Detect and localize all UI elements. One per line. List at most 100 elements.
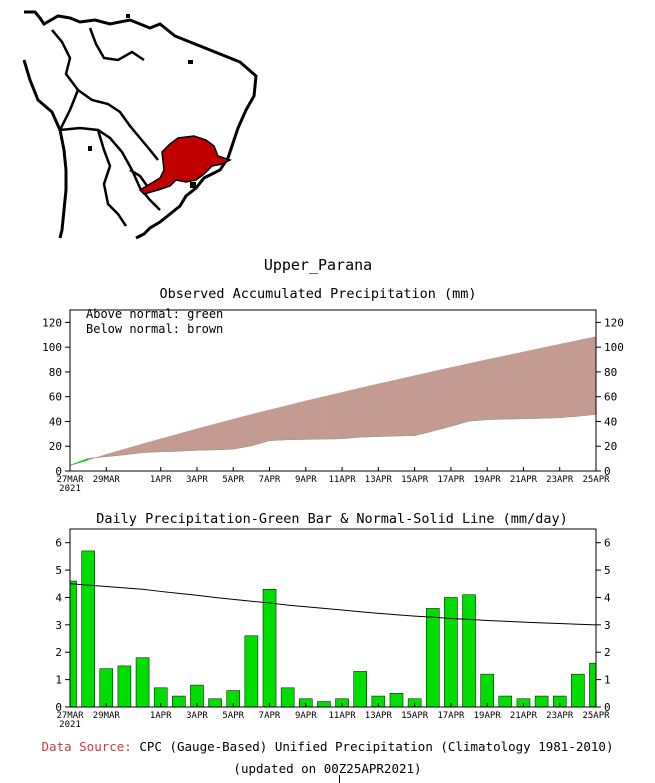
x-tick-label: 29MAR	[93, 475, 121, 485]
y-tick-label-left: 120	[42, 316, 62, 329]
daily-precip-bar	[117, 665, 132, 708]
x-tick-label: 9APR	[295, 711, 317, 721]
daily-precip-bar	[81, 550, 95, 708]
x-tick-label: 7APR	[259, 711, 281, 721]
y-tick-label-right: 3	[604, 619, 611, 632]
daily-precip-bar	[589, 662, 597, 708]
y-tick-label-left: 4	[55, 591, 62, 604]
y-tick-label-left: 1	[55, 674, 62, 687]
x-tick-label: 15APR	[401, 475, 429, 485]
daily-precip-bar	[280, 687, 295, 708]
accum-area-segment	[396, 375, 415, 437]
daily-precip-bar	[208, 698, 222, 708]
y-tick-label-left: 60	[49, 391, 62, 404]
accum-area-segment	[232, 414, 252, 450]
y-tick-label-right: 0	[604, 701, 611, 714]
accum-area-segment	[378, 379, 397, 437]
x-tick-label: 3APR	[186, 711, 208, 721]
y-tick-label-left: 2	[55, 646, 62, 659]
normal-line	[69, 583, 597, 626]
y-tick-label-left: 0	[55, 701, 62, 714]
daily-precip-bar	[425, 608, 440, 708]
x-tick-label: 21APR	[510, 475, 538, 485]
x-tick-label: 23APR	[546, 475, 574, 485]
accum-chart-title: Observed Accumulated Precipitation (mm)	[160, 286, 477, 302]
daily-precip-bar	[69, 580, 77, 708]
accum-area-segment	[142, 438, 161, 453]
y-tick-label-left: 0	[55, 465, 62, 478]
daily-precip-bar	[135, 657, 150, 708]
y-tick-label-right: 100	[604, 341, 624, 354]
accum-area-segment	[196, 423, 216, 451]
x-tick-label: 19APR	[474, 475, 502, 485]
daily-precip-bar	[444, 597, 458, 708]
accum-area-segment	[269, 405, 288, 441]
legend-above: Above normal: green	[86, 307, 223, 321]
continent-outline	[24, 10, 258, 240]
x-tick-label: 17APR	[437, 711, 465, 721]
daily-precip-bar	[172, 695, 186, 708]
data-source-label: Data Source:	[41, 739, 132, 754]
accum-area-segment	[559, 340, 579, 419]
daily-precip-bar	[99, 668, 114, 708]
accum-area-segment	[323, 391, 343, 440]
x-tick-label: 17APR	[437, 475, 465, 485]
y-tick-label-left: 40	[49, 415, 62, 428]
y-tick-label-right: 40	[604, 415, 617, 428]
accum-area-segment	[432, 367, 452, 432]
y-tick-label-left: 5	[55, 564, 62, 577]
x-tick-label: 5APR	[222, 475, 244, 485]
daily-precip-bar	[244, 635, 259, 708]
y-tick-label-right: 60	[604, 391, 617, 404]
y-tick-label-left: 80	[49, 366, 62, 379]
daily-precip-bar	[480, 673, 494, 708]
upper-parana-basin	[138, 135, 232, 195]
daily-precip-bar	[317, 701, 331, 708]
y-tick-label-left: 3	[55, 619, 62, 632]
daily-precip-bar	[389, 693, 404, 708]
x-tick-label: 5APR	[222, 711, 244, 721]
accum-area-segment	[505, 351, 524, 420]
x-tick-label: 13APR	[365, 475, 393, 485]
daily-precip-bar	[534, 695, 549, 708]
x-tick-label: 23APR	[546, 711, 574, 721]
accum-area-segment	[251, 409, 270, 447]
accum-area-segment	[160, 433, 180, 452]
x-tick-label: 1APR	[150, 711, 172, 721]
daily-precip-bar	[498, 695, 513, 708]
observed-accum-line	[69, 413, 597, 466]
y-tick-label-right: 5	[604, 564, 611, 577]
accum-area-segment	[468, 359, 488, 422]
y-tick-label-right: 6	[604, 537, 611, 550]
x-tick-label: 25APR	[582, 711, 610, 721]
daily-chart-title: Daily Precipitation-Green Bar & Normal-S…	[96, 511, 567, 527]
x-tick-label: 3APR	[186, 475, 208, 485]
accum-area-segment	[178, 428, 198, 452]
y-tick-label-right: 20	[604, 440, 617, 453]
daily-plot-frame	[69, 528, 597, 708]
y-tick-label-right: 120	[604, 316, 624, 329]
accum-area-segment	[414, 371, 434, 436]
accum-area-segment	[341, 387, 361, 440]
y-tick-label-left: 100	[42, 341, 62, 354]
daily-precip-bar	[571, 673, 585, 708]
accum-area-segment	[450, 363, 470, 427]
x-tick-label: 11APR	[329, 475, 357, 485]
y-tick-label-right: 4	[604, 591, 611, 604]
accum-area-segment	[523, 347, 542, 420]
y-tick-label-right: 1	[604, 674, 611, 687]
accum-area-segment	[359, 383, 379, 438]
data-source-text: CPC (Gauge-Based) Unified Precipitation …	[139, 739, 614, 754]
legend-below: Below normal: brown	[86, 322, 223, 336]
y-tick-label-right: 0	[604, 465, 611, 478]
region-title: Upper_Parana	[263, 256, 373, 274]
x-tick-label: 27MAR	[56, 475, 84, 485]
x-tick-label: 13APR	[365, 711, 393, 721]
x-tick-label: 21APR	[510, 711, 538, 721]
accum-area-segment	[577, 336, 597, 417]
updated-line: (updated on 00Z25APR2021)	[233, 761, 422, 776]
x-tick-label: 25APR	[582, 475, 610, 485]
x-tick-label: 7APR	[259, 475, 281, 485]
x-tick-label: 9APR	[295, 475, 317, 485]
x-tick-label: 11APR	[329, 711, 357, 721]
